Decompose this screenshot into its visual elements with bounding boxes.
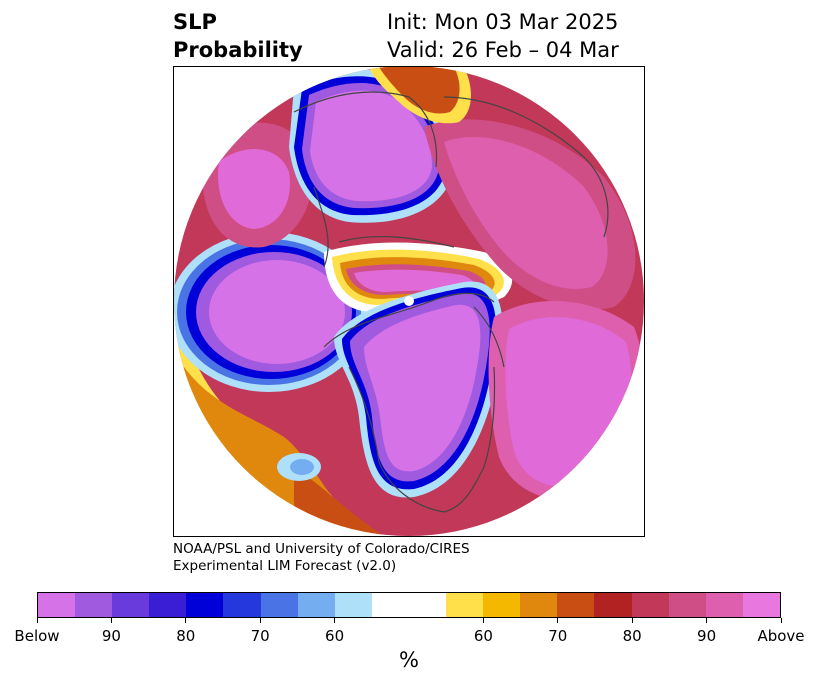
greenland-coast xyxy=(473,306,505,368)
credit-line-1: NOAA/PSL and University of Colorado/CIRE… xyxy=(173,541,470,557)
colorbar-segment xyxy=(705,593,743,617)
colorbar-segment xyxy=(38,593,76,617)
colorbar-segment xyxy=(371,593,409,617)
colorbar-tick-label: 60 xyxy=(325,627,345,645)
below-core-siberia xyxy=(310,90,432,202)
colorbar-segment xyxy=(446,593,484,617)
colorbar-segment xyxy=(75,593,113,617)
map-title: SLP Probability xyxy=(173,8,303,64)
colorbar-units: % xyxy=(399,648,419,672)
colorbar-tick-label: 80 xyxy=(176,627,196,645)
colorbar-tick xyxy=(259,618,261,623)
colorbar-tick xyxy=(631,618,633,623)
title-line-2: Probability xyxy=(173,38,303,62)
title-line-1: SLP xyxy=(173,10,217,34)
colorbar-segment xyxy=(631,593,669,617)
credit-block: NOAA/PSL and University of Colorado/CIRE… xyxy=(173,541,470,575)
below-core-north-america xyxy=(364,304,481,472)
siberia-coast xyxy=(293,91,438,168)
below-core-pacific xyxy=(209,260,345,364)
map-dates: Init: Mon 03 Mar 2025 Valid: 26 Feb – 04… xyxy=(387,8,619,64)
colorbar-segment xyxy=(483,593,521,617)
colorbar-segment xyxy=(742,593,780,617)
colorbar-segment xyxy=(594,593,632,617)
credit-line-2: Experimental LIM Forecast (v2.0) xyxy=(173,558,397,574)
colorbar-tick xyxy=(36,618,38,623)
polar-stereographic-map xyxy=(174,67,644,536)
colorbar-segment xyxy=(520,593,558,617)
colorbar-segment xyxy=(408,593,447,617)
above-core-europe xyxy=(444,137,608,289)
below-70-subtropical xyxy=(290,459,314,475)
polar-map-panel xyxy=(173,66,645,537)
colorbar-tick-label: 80 xyxy=(622,627,642,645)
colorbar-tick xyxy=(110,618,112,623)
colorbar-tick xyxy=(780,618,782,623)
colorbar-segment xyxy=(297,593,335,617)
kamchatka-coast xyxy=(313,186,329,268)
colorbar-segment xyxy=(112,593,150,617)
warm-80-top xyxy=(379,67,460,114)
colorbar-tick-label: 90 xyxy=(697,627,717,645)
colorbar-tick xyxy=(706,618,708,623)
colorbar-segment xyxy=(186,593,224,617)
colorbar-segment xyxy=(223,593,261,617)
colorbar-segment xyxy=(149,593,187,617)
above-peak-atlantic xyxy=(505,317,632,487)
europe-coast xyxy=(443,96,609,238)
colorbar-tick xyxy=(482,618,484,623)
pacific-coast-north-america xyxy=(348,366,445,513)
coastlines xyxy=(293,91,609,513)
north-pole-marker xyxy=(404,296,414,306)
colorbar-segment xyxy=(334,593,372,617)
colorbar-tick-label: Above xyxy=(757,627,805,645)
colorbar-segment xyxy=(260,593,298,617)
colorbar-tick-label: 60 xyxy=(473,627,493,645)
colorbar xyxy=(37,592,781,618)
arctic-coast-north-america xyxy=(323,292,495,348)
colorbar-tick xyxy=(334,618,336,623)
colorbar-tick-label: 90 xyxy=(101,627,121,645)
above-core-northwest xyxy=(218,149,290,229)
atlantic-coast-north-america xyxy=(443,366,496,513)
valid-date: Valid: 26 Feb – 04 Mar xyxy=(387,38,619,62)
colorbar-tick-label: Below xyxy=(14,627,60,645)
colorbar-tick-label: 70 xyxy=(548,627,568,645)
arctic-coast-eurasia xyxy=(338,235,455,248)
colorbar-tick xyxy=(185,618,187,623)
colorbar-segment xyxy=(557,593,595,617)
colorbar-tick-label: 70 xyxy=(250,627,270,645)
colorbar-tick xyxy=(557,618,559,623)
init-date: Init: Mon 03 Mar 2025 xyxy=(387,10,619,34)
colorbar-segment xyxy=(668,593,706,617)
